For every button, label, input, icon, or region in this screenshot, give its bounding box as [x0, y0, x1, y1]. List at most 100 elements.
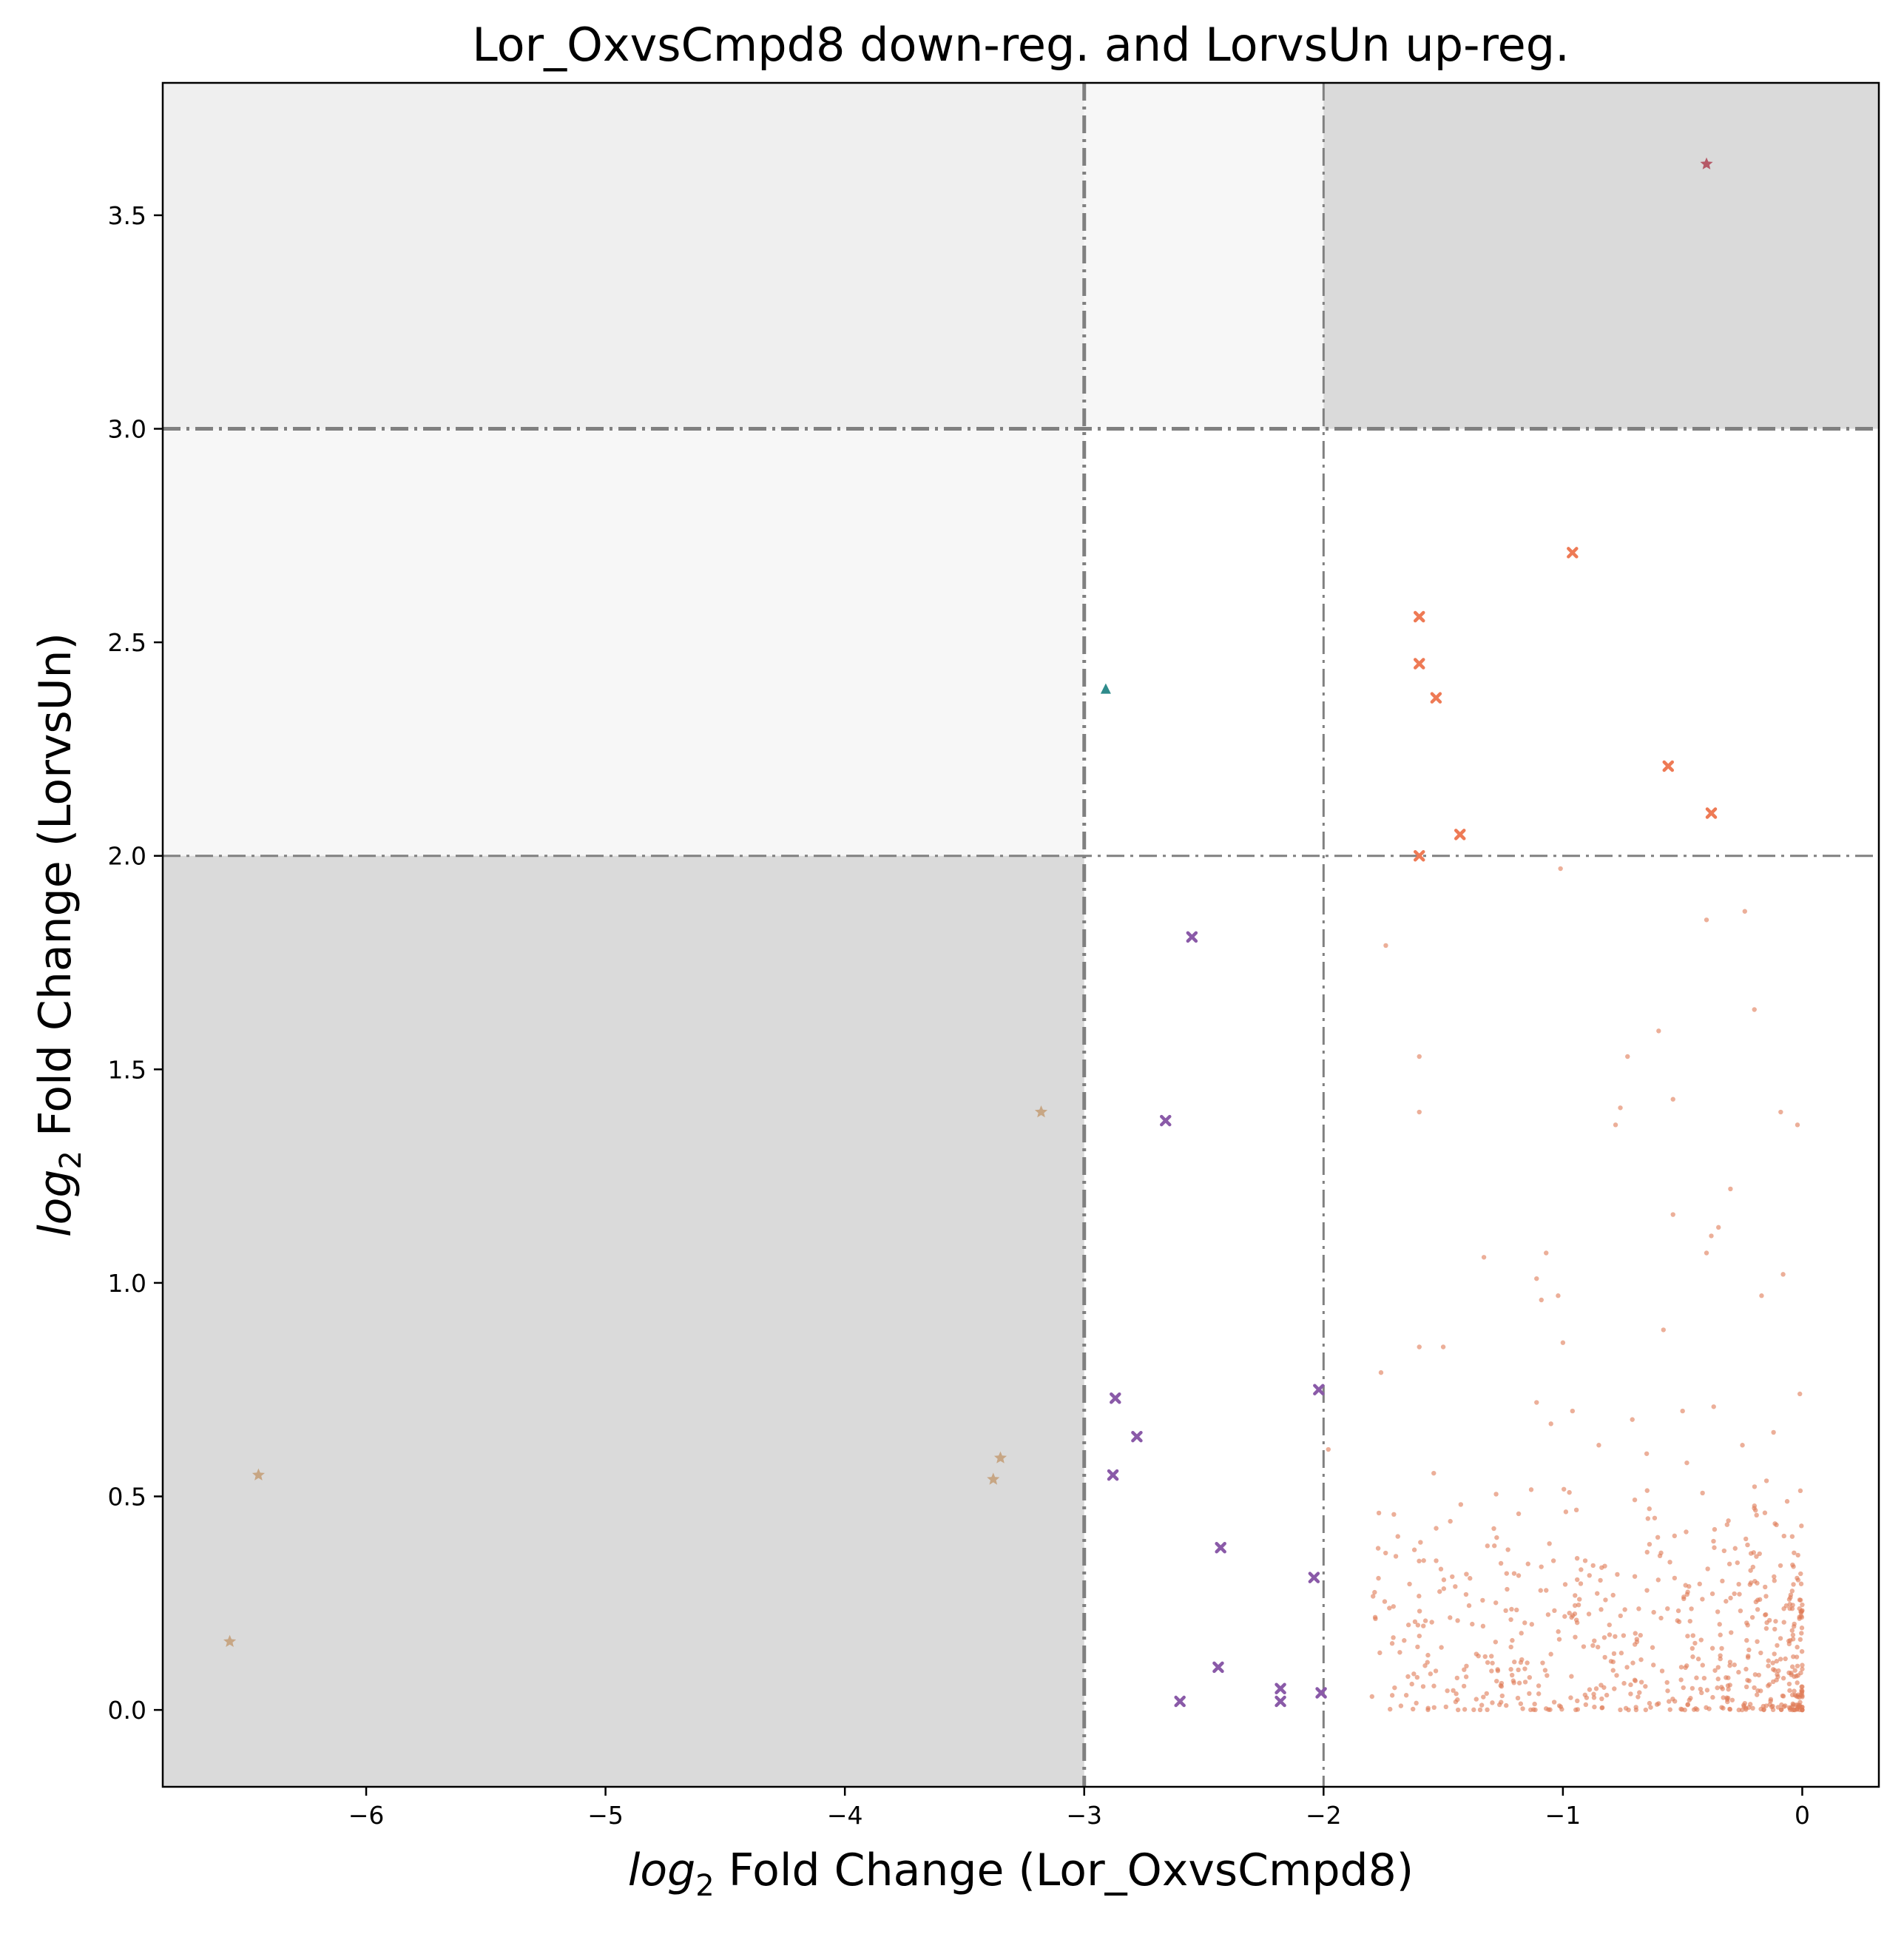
series-2-point	[1430, 692, 1442, 704]
cluster-point	[1632, 1497, 1638, 1503]
cluster-point	[1789, 1664, 1795, 1669]
cluster-point	[1383, 1550, 1388, 1556]
cluster-point	[1590, 1643, 1596, 1648]
cluster-point	[1492, 1543, 1497, 1549]
cluster-point	[1509, 1672, 1515, 1678]
cluster-point	[1527, 1691, 1532, 1697]
cluster-point	[1665, 1606, 1670, 1611]
cluster-point	[1719, 1705, 1724, 1710]
cluster-point	[1790, 1632, 1796, 1637]
cluster-point	[1592, 1638, 1597, 1643]
cluster-point	[1735, 1560, 1740, 1566]
cluster-point	[1715, 1665, 1721, 1670]
cluster-point	[1391, 1604, 1396, 1609]
cluster-point	[1766, 1663, 1771, 1668]
cluster-point	[1800, 1666, 1805, 1672]
y-tick-label: 3.0	[108, 415, 146, 444]
cluster-point	[1718, 1656, 1723, 1662]
cluster-point	[1522, 1680, 1528, 1685]
cluster-point	[1448, 1615, 1453, 1620]
x-axis-label-subscript: 2	[695, 1869, 714, 1903]
cluster-point	[1672, 1533, 1677, 1539]
cluster-point	[1441, 1586, 1447, 1591]
cluster-point	[1603, 1597, 1608, 1603]
cluster-point	[1689, 1606, 1694, 1611]
cluster-point	[1743, 1536, 1749, 1542]
cluster-point	[1387, 1606, 1392, 1611]
cluster-point	[1790, 1603, 1795, 1608]
series-5-point	[1560, 1340, 1566, 1345]
cluster-point	[1687, 1618, 1692, 1624]
cluster-point	[1787, 1606, 1792, 1611]
cluster-point	[1633, 1707, 1639, 1713]
cluster-point	[1727, 1663, 1732, 1668]
cluster-point	[1543, 1706, 1549, 1711]
cluster-point	[1709, 1645, 1715, 1651]
x-tick-label: −6	[348, 1801, 385, 1830]
series-5-point	[1740, 1443, 1745, 1448]
cluster-point	[1473, 1651, 1479, 1657]
cluster-point	[1417, 1594, 1422, 1599]
cluster-point	[1508, 1617, 1513, 1623]
series-2-point	[1662, 760, 1675, 772]
cluster-point	[1750, 1705, 1755, 1711]
cluster-point	[1744, 1637, 1749, 1643]
cluster-point	[1602, 1563, 1607, 1569]
cluster-point	[1377, 1650, 1383, 1656]
cluster-point	[1784, 1499, 1790, 1504]
cluster-point	[1748, 1580, 1754, 1586]
cluster-point	[1601, 1635, 1607, 1640]
cluster-point	[1756, 1672, 1762, 1678]
cluster-point	[1797, 1614, 1802, 1620]
cluster-point	[1758, 1650, 1763, 1656]
cluster-point	[1559, 1707, 1564, 1712]
cluster-point	[1748, 1568, 1753, 1573]
series-5-point	[1670, 1212, 1675, 1217]
cluster-point	[1397, 1650, 1402, 1655]
cluster-point	[1575, 1577, 1580, 1583]
shaded-region-1	[1084, 83, 1324, 429]
cluster-point	[1767, 1702, 1772, 1707]
cluster-point	[1781, 1533, 1786, 1539]
series-5-point	[1711, 1404, 1716, 1409]
cluster-point	[1464, 1572, 1469, 1577]
cluster-point	[1781, 1620, 1786, 1625]
cluster-point	[1628, 1682, 1633, 1688]
cluster-point	[1798, 1581, 1804, 1586]
cluster-point	[1701, 1675, 1707, 1681]
cluster-point	[1536, 1683, 1542, 1688]
series-3-point	[1131, 1430, 1143, 1443]
cluster-point	[1578, 1581, 1584, 1586]
cluster-point	[1516, 1667, 1521, 1673]
cluster-point	[1489, 1654, 1494, 1659]
cluster-point	[1727, 1707, 1733, 1712]
cluster-point	[1470, 1621, 1475, 1627]
cluster-point	[1405, 1623, 1411, 1628]
x-tick-label: −1	[1545, 1801, 1581, 1830]
cluster-point	[1611, 1651, 1617, 1657]
cluster-point	[1415, 1644, 1420, 1650]
cluster-point	[1590, 1563, 1596, 1569]
cluster-point	[1797, 1488, 1803, 1494]
cluster-point	[1422, 1663, 1428, 1668]
cluster-point	[1421, 1558, 1426, 1563]
cluster-point	[1542, 1668, 1548, 1673]
cluster-point	[1755, 1639, 1760, 1644]
cluster-point	[1601, 1685, 1607, 1690]
cluster-point	[1484, 1691, 1489, 1697]
cluster-point	[1598, 1577, 1603, 1583]
cluster-point	[1795, 1663, 1800, 1668]
series-5-point	[1778, 1109, 1783, 1115]
cluster-point	[1790, 1562, 1795, 1568]
series-5-point	[1759, 1293, 1764, 1298]
cluster-point	[1494, 1678, 1499, 1684]
cluster-point	[1693, 1706, 1698, 1711]
cluster-point	[1732, 1662, 1737, 1668]
cluster-point	[1774, 1677, 1779, 1682]
cluster-point	[1643, 1707, 1649, 1713]
cluster-point	[1645, 1516, 1651, 1521]
cluster-point	[1655, 1577, 1661, 1583]
cluster-point	[1591, 1695, 1597, 1700]
cluster-point	[1547, 1541, 1552, 1546]
cluster-point	[1623, 1705, 1629, 1711]
